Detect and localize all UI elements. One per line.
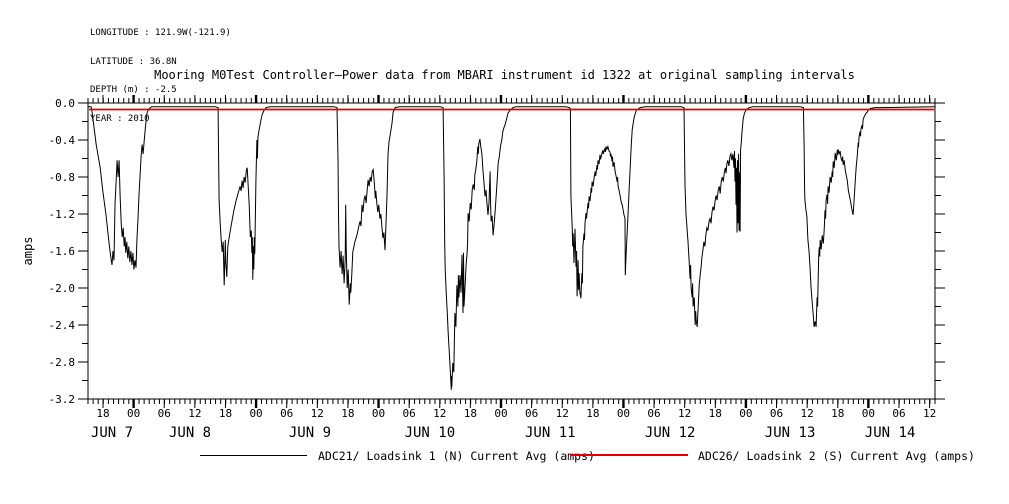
- svg-text:12: 12: [433, 407, 446, 420]
- svg-text:12: 12: [923, 407, 936, 420]
- svg-text:12: 12: [678, 407, 691, 420]
- svg-text:00: 00: [739, 407, 752, 420]
- svg-text:18: 18: [831, 407, 844, 420]
- svg-text:06: 06: [647, 407, 660, 420]
- svg-text:JUN 14: JUN 14: [865, 425, 916, 441]
- svg-text:12: 12: [556, 407, 569, 420]
- svg-text:-2.4: -2.4: [49, 319, 76, 332]
- latitude-line: LATITUDE : 36.8N: [90, 56, 177, 67]
- svg-text:12: 12: [311, 407, 324, 420]
- svg-text:-1.6: -1.6: [49, 245, 76, 258]
- svg-text:JUN 11: JUN 11: [525, 425, 576, 441]
- svg-text:06: 06: [403, 407, 416, 420]
- series1-legend-label: ADC21/ Loadsink 1 (N) Current Avg (amps): [318, 449, 595, 463]
- series2-legend-label: ADC26/ Loadsink 2 (S) Current Avg (amps): [698, 449, 975, 463]
- svg-text:-3.2: -3.2: [49, 393, 76, 406]
- svg-text:JUN 13: JUN 13: [765, 425, 816, 441]
- svg-text:00: 00: [372, 407, 385, 420]
- svg-text:06: 06: [158, 407, 171, 420]
- svg-text:18: 18: [586, 407, 599, 420]
- year-line: YEAR : 2010: [90, 113, 150, 124]
- svg-text:12: 12: [801, 407, 814, 420]
- svg-text:JUN 7: JUN 7: [91, 425, 133, 441]
- svg-text:00: 00: [249, 407, 262, 420]
- svg-text:18: 18: [219, 407, 232, 420]
- svg-text:18: 18: [464, 407, 477, 420]
- svg-text:18: 18: [96, 407, 109, 420]
- svg-text:JUN 12: JUN 12: [645, 425, 696, 441]
- svg-text:-2.8: -2.8: [49, 356, 76, 369]
- series2-line-swatch: [570, 454, 688, 456]
- plot-title: Mooring M0Test Controller—Power data fro…: [154, 68, 855, 82]
- legend: ADC21/ Loadsink 1 (N) Current Avg (amps)…: [0, 448, 1009, 468]
- svg-text:-1.2: -1.2: [49, 208, 76, 221]
- series1-line-swatch: [200, 455, 307, 456]
- svg-text:JUN 10: JUN 10: [405, 425, 456, 441]
- metadata-block: LONGITUDE : 121.9W(-121.9) LATITUDE : 36…: [90, 10, 231, 143]
- svg-text:18: 18: [709, 407, 722, 420]
- svg-text:06: 06: [892, 407, 905, 420]
- svg-text:-0.4: -0.4: [49, 134, 76, 147]
- svg-text:amps: amps: [21, 237, 35, 266]
- svg-text:-2.0: -2.0: [49, 282, 76, 295]
- svg-text:00: 00: [494, 407, 507, 420]
- svg-text:00: 00: [617, 407, 630, 420]
- svg-text:12: 12: [188, 407, 201, 420]
- svg-text:0.0: 0.0: [55, 97, 75, 110]
- depth-line: DEPTH (m) : -2.5: [90, 85, 177, 95]
- svg-text:00: 00: [862, 407, 875, 420]
- svg-text:-0.8: -0.8: [49, 171, 76, 184]
- svg-text:18: 18: [341, 407, 354, 420]
- svg-text:06: 06: [770, 407, 783, 420]
- svg-text:JUN 8: JUN 8: [169, 425, 211, 441]
- svg-text:JUN 9: JUN 9: [289, 425, 331, 441]
- svg-text:06: 06: [280, 407, 293, 420]
- longitude-line: LONGITUDE : 121.9W(-121.9): [90, 28, 231, 38]
- svg-text:00: 00: [127, 407, 140, 420]
- svg-text:06: 06: [525, 407, 538, 420]
